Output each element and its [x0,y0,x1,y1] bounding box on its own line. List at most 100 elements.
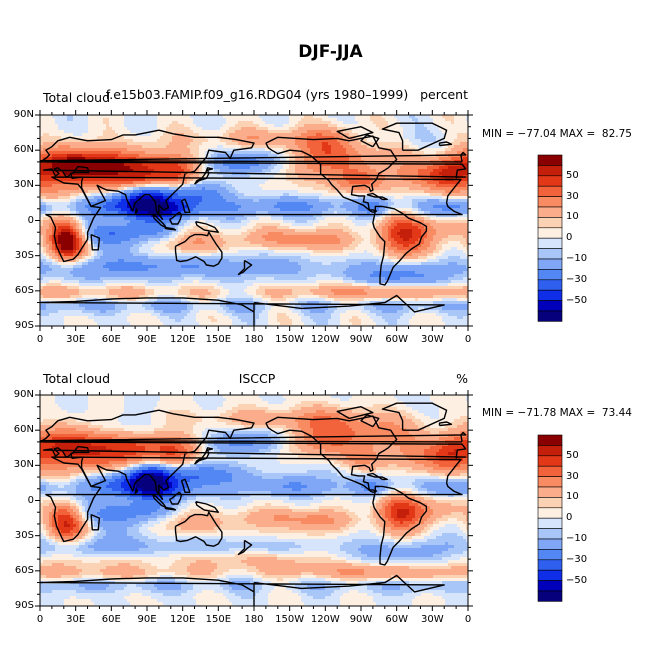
field-cell [67,139,71,143]
field-cell [88,136,92,140]
field-cell [415,172,419,176]
field-cell [265,121,269,125]
field-cell [451,181,455,185]
field-cell [436,193,440,197]
field-cell [400,214,404,218]
field-cell [175,151,179,155]
field-cell [220,145,224,149]
field-cell [319,193,323,197]
field-cell [208,154,212,158]
field-cell [76,199,80,203]
field-cell [229,166,233,170]
field-cell [442,136,446,140]
field-cell [169,208,173,212]
field-cell [370,118,374,122]
field-cell [112,127,116,131]
field-cell [145,115,149,119]
field-cell [61,148,65,152]
field-cell [271,187,275,191]
field-cell [340,124,344,128]
field-cell [463,193,467,197]
field-cell [196,139,200,143]
field-cell [316,118,320,122]
field-cell [313,175,317,179]
field-cell [157,121,161,125]
field-cell [340,187,344,191]
field-cell [322,190,326,194]
field-cell [118,166,122,170]
field-cell [220,148,224,152]
field-cell [430,208,434,212]
field-cell [280,214,284,218]
field-cell [304,187,308,191]
field-cell [457,205,461,209]
field-cell [292,121,296,125]
field-cell [463,214,467,218]
field-cell [70,202,74,206]
field-cell [154,133,158,137]
field-cell [310,169,314,173]
field-cell [100,184,104,188]
field-cell [448,130,452,134]
field-cell [451,190,455,194]
field-cell [295,127,299,131]
field-cell [442,184,446,188]
field-cell [226,136,230,140]
field-cell [208,208,212,212]
field-cell [64,211,68,215]
field-cell [409,199,413,203]
field-cell [157,148,161,152]
field-cell [271,169,275,173]
field-cell [454,142,458,146]
field-cell [142,163,146,167]
field-cell [358,190,362,194]
field-cell [97,118,101,122]
field-cell [85,127,89,131]
field-cell [139,127,143,131]
field-cell [247,118,251,122]
field-cell [352,205,356,209]
field-cell [451,139,455,143]
field-cell [349,118,353,122]
field-cell [40,190,44,194]
field-cell [55,202,59,206]
field-cell [160,118,164,122]
field-cell [328,169,332,173]
field-cell [427,136,431,140]
field-cell [85,124,89,128]
field-cell [286,133,290,137]
field-cell [100,181,104,185]
field-cell [349,163,353,167]
field-cell [253,163,257,167]
field-cell [106,157,110,161]
field-cell [145,211,149,215]
field-cell [295,166,299,170]
field-cell [40,124,44,128]
field-cell [244,154,248,158]
field-cell [280,133,284,137]
field-cell [277,145,281,149]
field-cell [169,187,173,191]
field-cell [214,127,218,131]
field-cell [46,172,50,176]
field-cell [127,121,131,125]
field-cell [415,214,419,218]
field-cell [145,190,149,194]
field-cell [400,118,404,122]
field-cell [85,217,89,221]
field-cell [322,166,326,170]
field-cell [172,148,176,152]
field-cell [268,211,272,215]
field-cell [193,217,197,221]
field-cell [382,184,386,188]
field-cell [202,115,206,119]
field-cell [190,178,194,182]
field-cell [439,151,443,155]
field-cell [397,142,401,146]
field-cell [337,193,341,197]
field-cell [463,169,467,173]
field-cell [265,163,269,167]
field-cell [151,181,155,185]
field-cell [97,211,101,215]
field-cell [181,190,185,194]
